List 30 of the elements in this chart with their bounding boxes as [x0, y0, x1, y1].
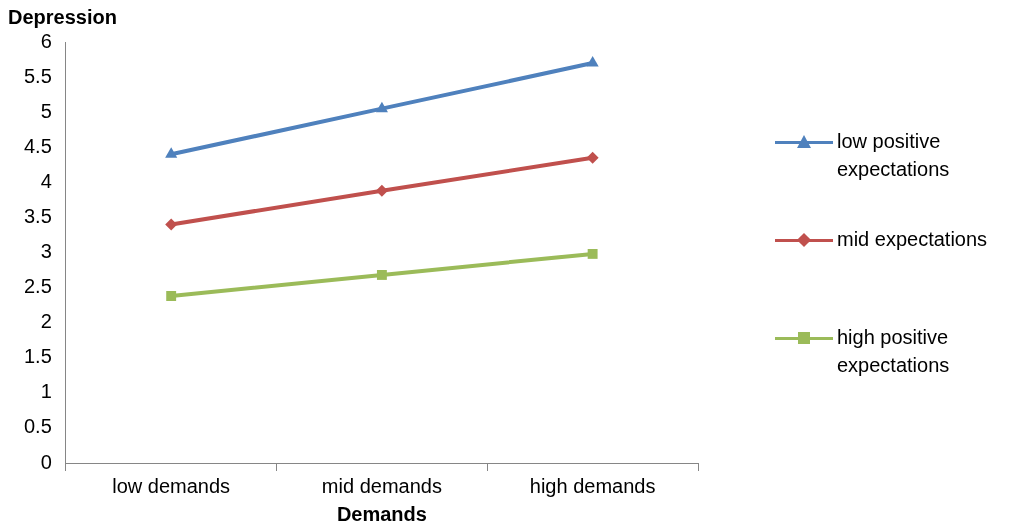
x-tick-label: low demands — [112, 474, 231, 497]
y-tick-label: 2.5 — [23, 275, 52, 298]
y-tick-label: 4.5 — [23, 134, 52, 157]
point — [586, 151, 599, 164]
x-axis-title: Demands — [336, 502, 427, 525]
y-tick-label: 2 — [40, 310, 52, 333]
x-tick-label: high demands — [529, 474, 656, 497]
y-tick-label: 1.5 — [23, 345, 52, 368]
point — [376, 270, 387, 280]
point — [166, 291, 177, 301]
legend-label: high positive expectations — [837, 325, 951, 378]
legend-label: mid expectations — [837, 227, 988, 252]
y-tick-label: 5 — [40, 99, 52, 122]
x-tick-label: mid demands — [321, 474, 442, 497]
y-tick-label: 0.5 — [23, 415, 52, 438]
legend-label: low positive expectations — [837, 129, 951, 182]
y-tick-label: 6 — [40, 29, 52, 52]
point — [375, 101, 388, 113]
y-tick-label: 3.5 — [23, 204, 52, 227]
y-tick-label: 1 — [40, 380, 52, 403]
y-tick-label: 3 — [40, 240, 52, 263]
y-tick-label: 5.5 — [23, 64, 52, 87]
y-axis-title: Depression — [8, 5, 117, 28]
point — [375, 184, 388, 197]
y-tick-label: 0 — [40, 450, 52, 473]
point — [586, 56, 599, 67]
point — [587, 248, 598, 259]
point — [165, 147, 178, 158]
y-tick-label: 4 — [40, 169, 52, 192]
point — [165, 218, 178, 231]
